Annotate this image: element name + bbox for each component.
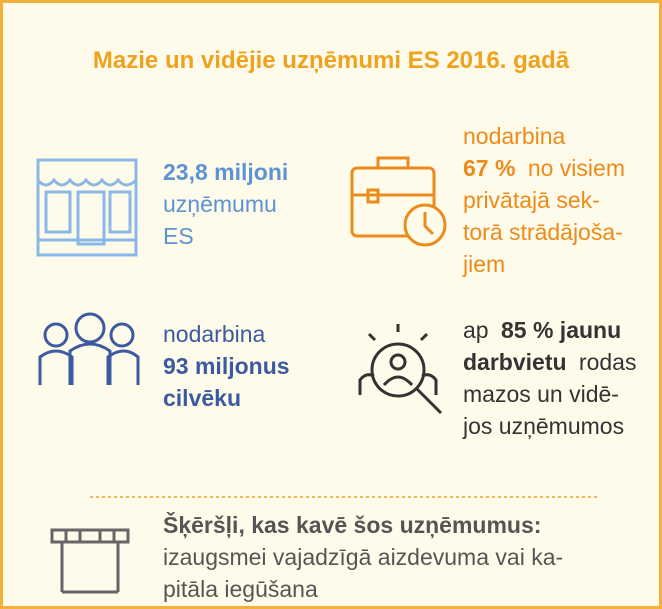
briefcase-icon [350,156,447,247]
block-5: Šķēršļi, kas kavē šos uzņēmumus: izaugsm… [163,511,570,602]
text: 93 miljonus [163,353,290,379]
block-2: nodarbina 67 % no visiem privātajā sek- … [462,123,631,277]
text: pitāla iegūšana [163,576,318,602]
block-4: ap 85 % jaunu darbvietu rodas mazos un v… [462,317,643,439]
text: uzņēmumu [163,191,277,217]
text: no visiem [528,155,625,181]
text: 67 % [463,155,515,181]
text: privātajā sek- [463,187,600,213]
text: 23,8 miljoni [163,159,288,185]
shop-icon [36,158,138,257]
search-icon [358,324,443,415]
barrier-icon [50,528,130,594]
text: cilvēku [163,385,241,411]
text: jiem [462,251,505,277]
text: jos uzņēmumos [462,413,624,439]
text: Šķēršļi, kas kavē šos uzņēmumus: [163,511,541,538]
block-3: nodarbina 93 miljonus cilvēku [163,321,296,411]
text: nodarbina [463,123,566,149]
text: izaugsmei vajadzīgā aizdevuma vai ka- [163,544,563,570]
people-icon [38,312,140,385]
text: torā strādājoša- [463,219,623,245]
text: rodas [579,349,637,375]
text: ap [463,317,489,343]
text: nodarbina [163,321,266,347]
text: ES [163,223,194,249]
text: 85 % jaunu [501,317,621,343]
block-1: 23,8 miljoni uzņēmumu ES [163,159,295,249]
text: darbvietu [463,349,567,375]
text: mazos un vidē- [463,381,619,407]
title: Mazie un vidējie uzņēmumi ES 2016. gadā [93,47,570,74]
